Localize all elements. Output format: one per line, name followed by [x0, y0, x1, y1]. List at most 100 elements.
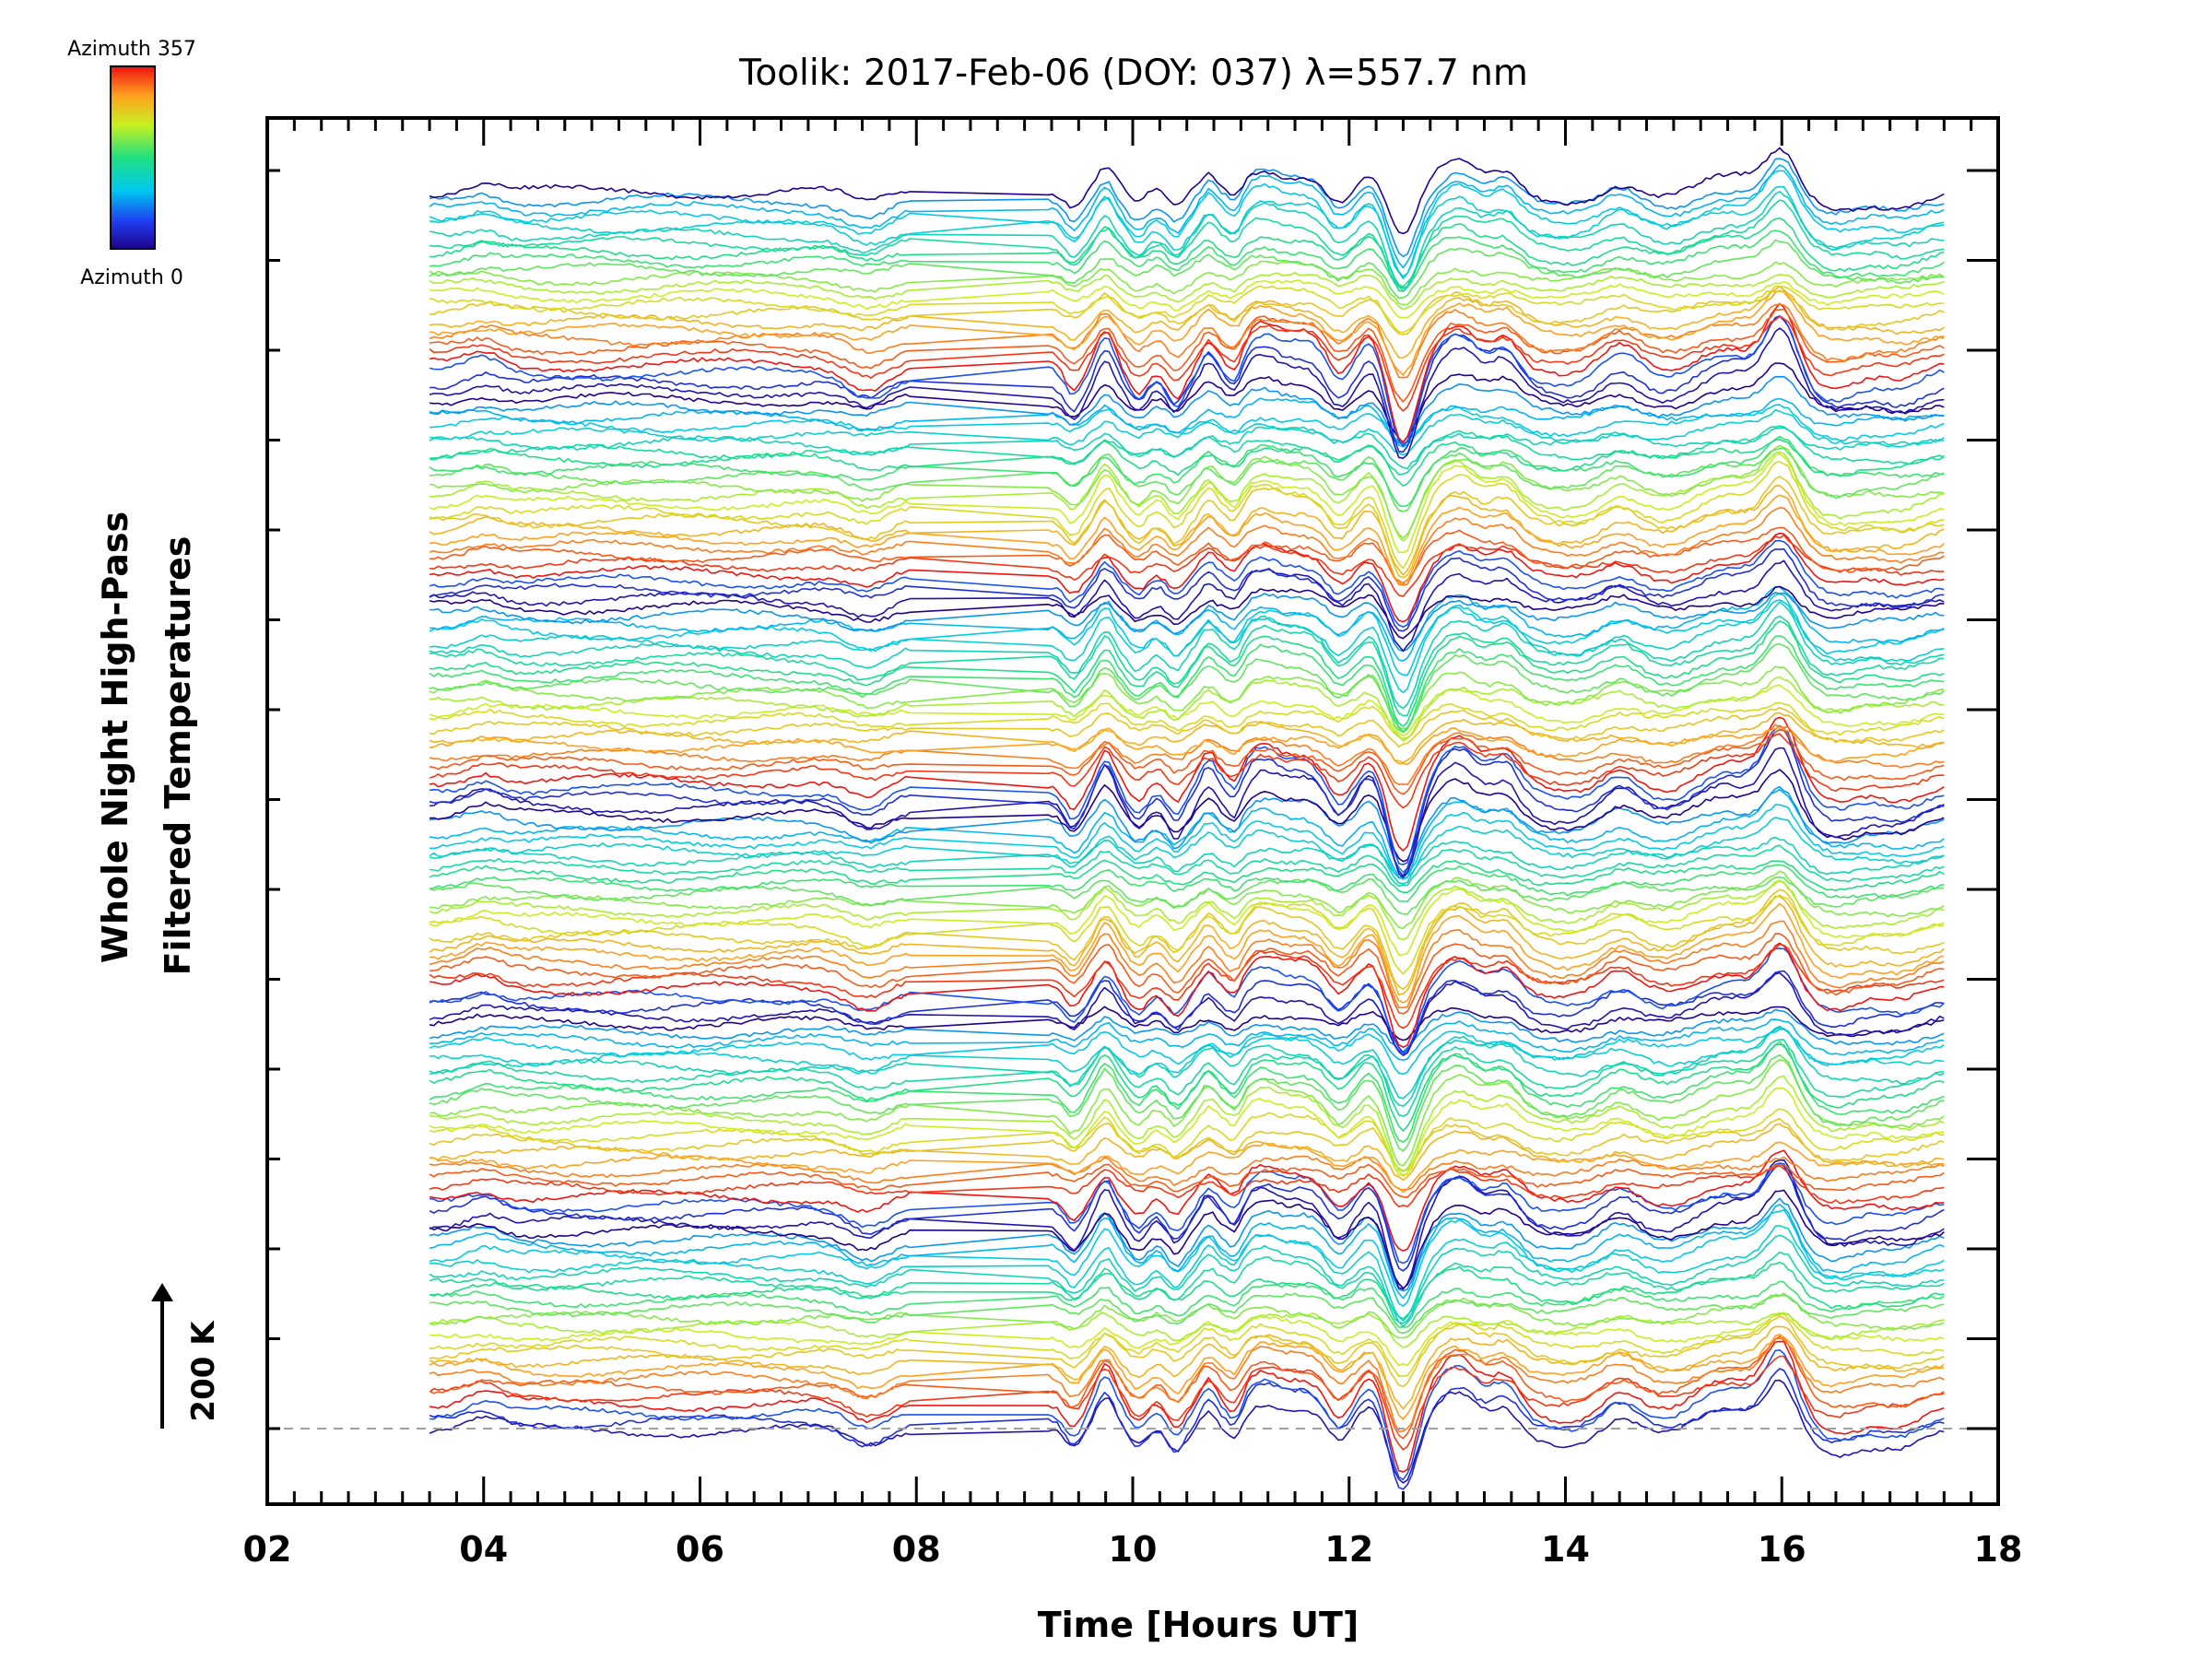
x-tick-label: 06: [676, 1529, 724, 1570]
temperature-trace: [429, 315, 1945, 447]
chart-title: Toolik: 2017-Feb-06 (DOY: 037) λ=557.7 n…: [738, 53, 1528, 94]
temperature-trace: [429, 1108, 1945, 1177]
temperature-trace: [429, 1280, 1945, 1328]
temperature-trace: [429, 289, 1945, 376]
x-tick-label: 12: [1324, 1529, 1373, 1570]
temperature-trace: [429, 902, 1945, 1004]
temperature-trace: [429, 362, 1945, 443]
temperature-trace: [429, 729, 1945, 877]
temperature-trace: [429, 593, 1945, 694]
temperature-trace: [429, 315, 1945, 412]
plot-frame: [265, 116, 2000, 1506]
x-axis-label: Time [Hours UT]: [1038, 1605, 1359, 1645]
temperature-trace: [429, 684, 1945, 737]
temperature-trace: [429, 559, 1945, 653]
temperature-trace: [429, 676, 1945, 742]
temperature-trace: [429, 1355, 1945, 1451]
temperature-trace: [429, 1163, 1945, 1198]
temperature-trace: [429, 439, 1945, 487]
temperature-trace: [429, 971, 1945, 1056]
temperature-trace: [429, 507, 1945, 586]
temperature-trace: [429, 870, 1945, 929]
temperature-trace: [429, 970, 1945, 1053]
temperature-trace: [429, 859, 1945, 894]
temperature-trace: [429, 1141, 1945, 1194]
temperature-trace: [429, 1087, 1945, 1177]
colorbar-bottom-label: Azimuth 0: [80, 266, 183, 289]
y-axis-label-line2: Filtered Temperatures: [158, 536, 198, 976]
temperature-trace: [429, 712, 1945, 763]
temperature-trace: [429, 747, 1945, 878]
temperature-trace: [429, 1204, 1945, 1300]
temperature-trace: [429, 539, 1945, 628]
temperature-trace: [429, 943, 1945, 1030]
temperature-trace: [429, 1039, 1945, 1117]
temperature-trace: [429, 1292, 1945, 1339]
temperature-trace: [429, 191, 1945, 289]
temperature-trace: [429, 1261, 1945, 1320]
temperature-trace: [429, 302, 1945, 444]
temperature-trace: [429, 894, 1945, 975]
temperature-trace: [429, 485, 1945, 576]
temperature-trace: [429, 199, 1945, 292]
colorbar-gradient: [110, 65, 156, 250]
temperature-trace: [429, 933, 1945, 1015]
temperature-trace: [429, 665, 1945, 730]
temperature-trace: [429, 599, 1945, 677]
temperature-trace: [429, 585, 1945, 640]
temperature-trace: [429, 615, 1945, 717]
temperature-trace: [429, 1333, 1945, 1420]
temperature-trace: [429, 1251, 1945, 1327]
temperature-trace: [429, 444, 1945, 539]
temperature-trace: [429, 1292, 1945, 1335]
temperature-trace: [429, 1340, 1945, 1473]
temperature-trace: [429, 1312, 1945, 1348]
temperature-trace: [429, 461, 1945, 570]
temperature-trace: [429, 1041, 1945, 1143]
temperature-trace: [429, 279, 1945, 319]
temperature-trace: [429, 229, 1945, 292]
temperature-trace: [429, 1315, 1945, 1388]
temperature-trace: [429, 642, 1945, 734]
temperature-trace: [429, 1234, 1945, 1324]
temperature-trace: [429, 1209, 1945, 1307]
temperature-trace: [429, 1027, 1945, 1076]
temperature-trace: [429, 1162, 1945, 1265]
temperature-trace: [429, 409, 1945, 456]
temperature-trace: [429, 147, 1945, 235]
temperature-trace: [429, 880, 1945, 941]
temperature-trace: [429, 733, 1945, 809]
temperature-trace: [429, 1043, 1945, 1132]
temperature-trace: [429, 1018, 1945, 1061]
temperature-trace: [429, 864, 1945, 902]
x-tick-label: 04: [459, 1529, 508, 1570]
temperature-trace: [429, 158, 1945, 258]
temperature-trace: [429, 942, 1945, 1048]
scale-bar: 200 K: [151, 1283, 222, 1429]
temperature-trace: [429, 547, 1945, 632]
temperature-trace: [429, 817, 1945, 885]
temperature-trace: [429, 785, 1945, 874]
temperature-trace: [429, 1197, 1945, 1292]
temperature-trace: [429, 1165, 1945, 1208]
temperature-trace: [429, 1008, 1945, 1053]
y-axis-label: Whole Night High-Pass Filtered Temperatu…: [95, 512, 198, 975]
temperature-trace: [429, 701, 1945, 740]
temperature-trace: [429, 452, 1945, 542]
temperature-trace: [429, 1025, 1945, 1107]
temperature-trace: [429, 476, 1945, 579]
temperature-trace: [429, 620, 1945, 727]
temperature-trace: [429, 804, 1945, 880]
temperature-trace: [429, 879, 1945, 957]
colorbar-top-label: Azimuth 357: [67, 38, 196, 61]
temperature-trace: [429, 315, 1945, 453]
temperature-trace: [429, 788, 1945, 878]
temperature-trace: [429, 1159, 1945, 1290]
temperature-trace: [429, 285, 1945, 334]
temperature-trace: [429, 447, 1945, 512]
temperature-trace: [429, 947, 1945, 1056]
x-tick-label: 08: [892, 1529, 941, 1570]
y-axis-label-line1: Whole Night High-Pass: [95, 512, 135, 963]
temperature-trace: [429, 185, 1945, 277]
